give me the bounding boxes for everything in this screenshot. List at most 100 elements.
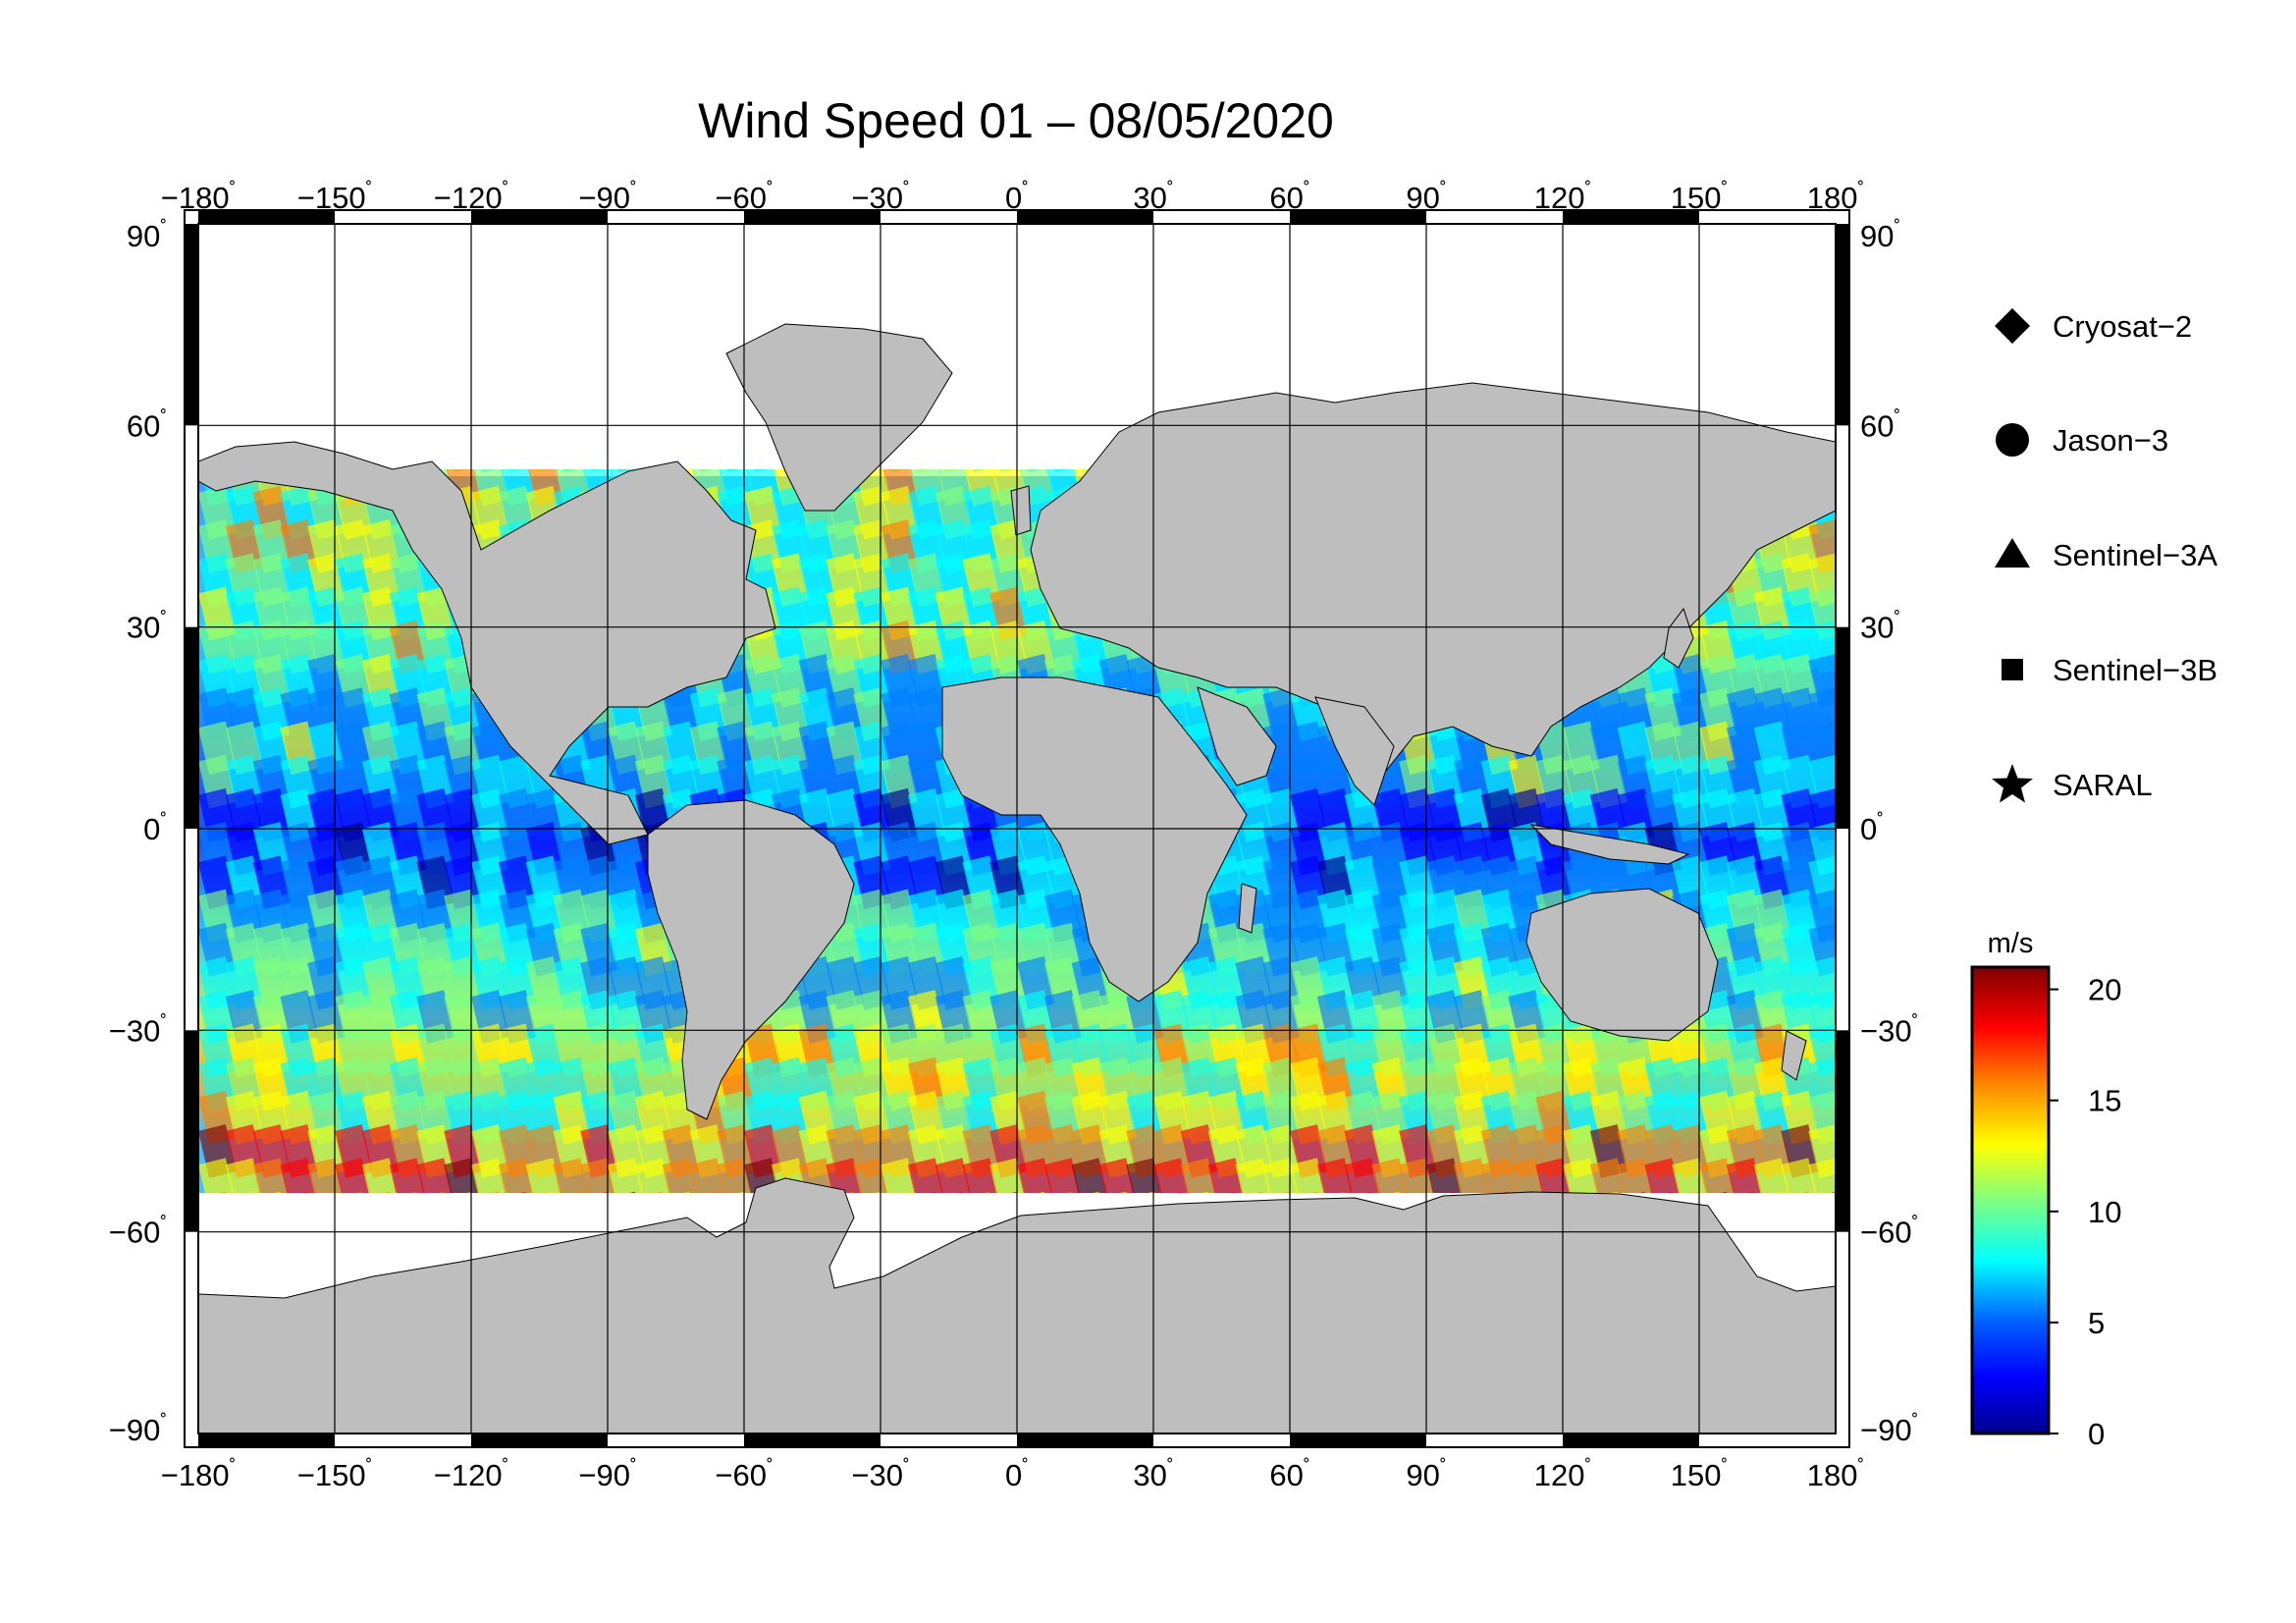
legend-item-saral: SARAL: [1992, 764, 2153, 803]
india: [1314, 696, 1395, 806]
frame-bar: [198, 1434, 335, 1447]
legend-label: Sentinel−3B: [2053, 653, 2217, 687]
longitude-tick-label: −150˚: [297, 180, 373, 215]
graticule: [198, 224, 1836, 1434]
longitude-tick-label: 180˚: [1807, 1457, 1864, 1492]
latitude-ticks-left: 90˚ 60˚ 30˚ 0˚ −30˚ −60˚ −90˚: [109, 218, 167, 1447]
longitude-tick-label: −150˚: [297, 1457, 373, 1492]
map-frame: [184, 209, 1850, 1448]
diamond-icon: [1995, 308, 2030, 344]
frame-bar: [198, 210, 335, 224]
latitude-tick-label: 0˚: [1860, 811, 1884, 846]
longitude-tick-label: 180˚: [1807, 180, 1864, 215]
figure-title: Wind Speed 01 – 08/05/2020: [698, 93, 1334, 148]
longitude-tick-label: −120˚: [434, 1457, 509, 1492]
japan: [1663, 607, 1694, 669]
legend-label: SARAL: [2053, 768, 2153, 802]
colorbar-tick-label: 20: [2088, 973, 2121, 1007]
frame-bar: [744, 210, 881, 224]
legend-item-sentinel-3a: Sentinel−3A: [1995, 538, 2217, 572]
longitude-tick-label: −180˚: [161, 1457, 237, 1492]
longitude-tick-label: −180˚: [161, 180, 237, 215]
frame-bar: [1563, 210, 1699, 224]
longitude-tick-label: 60˚: [1269, 1457, 1309, 1492]
latitude-tick-label: −30˚: [1860, 1012, 1918, 1048]
latitude-tick-label: −60˚: [1860, 1215, 1918, 1250]
latitude-tick-label: 90˚: [1860, 218, 1900, 253]
frame-bar: [1017, 210, 1153, 224]
latitude-tick-label: 60˚: [1860, 407, 1900, 443]
colorbar-ticks: 20 15 10 5 0: [2049, 973, 2121, 1451]
frame-bar: [1290, 210, 1426, 224]
frame-bar: [471, 210, 608, 224]
north-america: [198, 441, 776, 845]
eurasia: [1030, 382, 1836, 786]
triangle-icon: [1995, 538, 2030, 568]
colorbar-tick-label: 0: [2088, 1417, 2105, 1451]
legend-item-cryosat-2: Cryosat−2: [1995, 308, 2192, 344]
longitude-tick-label: −90˚: [578, 180, 636, 215]
arabian-peninsula: [1197, 686, 1277, 786]
star-icon: [1992, 764, 2033, 803]
map-panel: [198, 224, 1836, 1434]
frame-bar: [1290, 1434, 1426, 1447]
longitude-ticks-top: −180˚ −150˚ −120˚ −90˚ −60˚ −30˚ 0˚ 30˚ 60˚ 90˚ 12…: [161, 180, 1864, 215]
latitude-tick-label: −60˚: [109, 1215, 167, 1250]
latitude-tick-label: 0˚: [143, 811, 167, 846]
longitude-ticks-bottom: −180˚ −150˚ −120˚ −90˚ −60˚ −30˚ 0˚ 30˚ 60˚ 90˚ 12…: [161, 1457, 1864, 1492]
legend-label: Cryosat−2: [2053, 309, 2192, 344]
africa: [941, 676, 1248, 1002]
australia: [1525, 888, 1719, 1042]
longitude-tick-label: 0˚: [1005, 1457, 1029, 1492]
frame-bar: [185, 626, 198, 829]
south-america: [647, 799, 855, 1120]
colorbar-gradient: [1970, 965, 2051, 1435]
satellite-legend: Cryosat−2 Jason−3 Sentinel−3A Sentinel−3…: [1992, 308, 2217, 803]
longitude-tick-label: −60˚: [715, 1457, 773, 1492]
longitude-tick-label: 120˚: [1534, 1457, 1591, 1492]
latitude-tick-label: −90˚: [1860, 1412, 1918, 1447]
latitude-ticks-right: 90˚ 60˚ 30˚ 0˚ −30˚ −60˚ −90˚: [1860, 218, 1918, 1447]
latitude-tick-label: −30˚: [109, 1012, 167, 1048]
latitude-tick-label: 60˚: [127, 407, 167, 443]
frame-bar: [185, 224, 198, 426]
frame-bar: [185, 1030, 198, 1232]
longitude-tick-label: 90˚: [1406, 180, 1446, 215]
latitude-tick-label: 90˚: [127, 218, 167, 253]
colorbar: m/s 20 15 10 5 0: [1970, 928, 2121, 1451]
new-zealand: [1781, 1030, 1807, 1081]
longitude-tick-label: −120˚: [434, 180, 509, 215]
colorbar-tick-label: 10: [2088, 1195, 2121, 1229]
frame-bar: [1836, 1030, 1849, 1232]
longitude-tick-label: 150˚: [1671, 1457, 1728, 1492]
longitude-tick-label: −30˚: [851, 180, 909, 215]
frame-bar: [1836, 224, 1849, 426]
longitude-tick-label: −30˚: [851, 1457, 909, 1492]
colorbar-tick-label: 5: [2088, 1306, 2105, 1340]
great-britain: [1010, 485, 1032, 536]
latitude-tick-label: 30˚: [127, 610, 167, 645]
frame-bar: [744, 1434, 881, 1447]
latitude-tick-label: −90˚: [109, 1412, 167, 1447]
circle-icon: [1996, 423, 2029, 457]
continents: [198, 323, 1836, 1120]
legend-label: Jason−3: [2053, 423, 2168, 458]
longitude-tick-label: −60˚: [715, 180, 773, 215]
frame-bar: [1017, 1434, 1153, 1447]
longitude-tick-label: 30˚: [1133, 180, 1173, 215]
colorbar-unit: m/s: [1988, 928, 2034, 959]
legend-label: Sentinel−3A: [2053, 538, 2217, 572]
indonesia: [1529, 824, 1690, 865]
frame-bar: [1563, 1434, 1699, 1447]
longitude-tick-label: 120˚: [1534, 180, 1591, 215]
legend-item-sentinel-3b: Sentinel−3B: [2002, 653, 2217, 687]
longitude-tick-label: 90˚: [1406, 1457, 1446, 1492]
greenland: [725, 323, 953, 512]
longitude-tick-label: 150˚: [1671, 180, 1728, 215]
square-icon: [2002, 659, 2023, 680]
frame-bar: [1836, 626, 1849, 829]
legend-item-jason-3: Jason−3: [1996, 423, 2168, 458]
colorbar-tick-label: 15: [2088, 1084, 2121, 1118]
longitude-tick-label: −90˚: [578, 1457, 636, 1492]
